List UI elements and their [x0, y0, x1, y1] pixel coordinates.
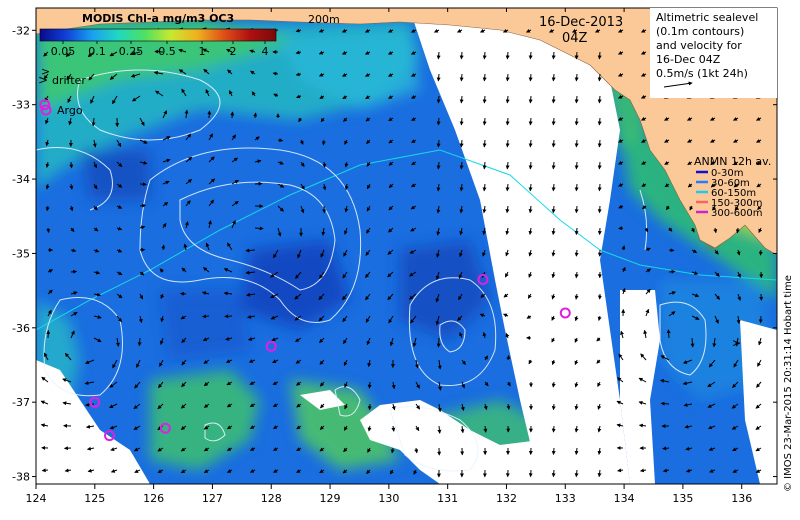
x-tick-label: 136 [731, 492, 752, 505]
drifter-chevron-icon: > [38, 73, 48, 87]
x-tick-label: 126 [143, 492, 164, 505]
colorbar-tick-label: 0.25 [119, 45, 144, 58]
altimetry-legend-line5: 0.5m/s (1kt 24h) [656, 67, 748, 80]
colorbar-title: MODIS Chl-a mg/m3 OC3 [82, 12, 234, 25]
argo-float-marker [39, 99, 51, 111]
colorbar-tick-label: 2 [230, 45, 237, 58]
y-tick-label: -38 [12, 471, 30, 484]
time-label: 04Z [562, 31, 588, 46]
argo-float-marker [89, 396, 101, 408]
y-tick-label: -36 [12, 322, 30, 335]
altimetry-legend-line4: 16-Dec 04Z [656, 53, 721, 66]
x-axis: 124 125 126 127 128 129 130 131 132 133 134 135 136 [26, 8, 752, 505]
anmn-item-label: 30-60m [711, 178, 750, 189]
y-tick-label: -37 [12, 396, 30, 409]
x-tick-label: 135 [672, 492, 693, 505]
x-tick-label: 134 [614, 492, 635, 505]
altimetry-legend-line3: and velocity for [656, 39, 742, 52]
x-tick-label: 127 [202, 492, 223, 505]
x-tick-label: 130 [378, 492, 399, 505]
colorbar-bar [39, 28, 277, 42]
drifter-marker: > [41, 65, 50, 78]
x-tick-label: 128 [261, 492, 282, 505]
drifter-legend-label: drifter [52, 74, 86, 87]
drifter-marker: > [732, 337, 741, 350]
colorbar-tick-label: 0.1 [88, 45, 106, 58]
sealevel-contours [36, 69, 707, 472]
y-tick-label: -33 [12, 99, 30, 112]
anmn-legend-title: ANMN 12h av. [694, 155, 771, 168]
date-label: 16-Dec-2013 [539, 15, 623, 30]
anmn-item-label: 150-300m [711, 198, 763, 209]
argo-legend-label: Argo [57, 104, 83, 117]
anmn-item-label: 0-30m [711, 168, 743, 179]
x-tick-label: 131 [437, 492, 458, 505]
plot-frame [35, 7, 778, 485]
argo-float-marker [265, 340, 277, 352]
y-tick-label: -32 [12, 24, 30, 37]
colorbar-tick-label: 4 [262, 45, 269, 58]
colorbar: MODIS Chl-a mg/m3 OC3 0.05 0.1 0.25 0.5 1 2 4 [39, 12, 277, 58]
credit-text: © IMOS 23-Mar-2015 20:31:14 Hobart time [783, 275, 794, 492]
argo-float-marker [477, 273, 489, 285]
anmn-item-label: 300-600m [711, 208, 763, 219]
y-axis: -32 -33 -34 -35 -36 -37 -38 [12, 24, 777, 484]
marker-legend: > drifter Argo [38, 73, 86, 117]
x-tick-label: 129 [320, 492, 341, 505]
x-tick-label: 133 [555, 492, 576, 505]
anmn-legend: ANMN 12h av. 0-30m30-60m60-150m150-300m3… [694, 155, 771, 219]
argo-float-marker [559, 307, 571, 319]
x-tick-label: 124 [26, 492, 47, 505]
argo-circle-icon [40, 104, 52, 116]
anmn-item-label: 60-150m [711, 188, 756, 199]
scale-arrow-icon [663, 81, 693, 88]
altimetry-legend: Altimetric sealevel (0.1m contours) and … [650, 8, 777, 98]
argo-float-marker [159, 422, 171, 434]
y-tick-label: -34 [12, 173, 30, 186]
altimetry-legend-line1: Altimetric sealevel [656, 11, 758, 24]
colorbar-tick-label: 0.05 [51, 45, 76, 58]
colorbar-tick-label: 1 [199, 45, 206, 58]
y-tick-label: -35 [12, 247, 30, 260]
argo-float-marker [104, 430, 116, 442]
altimetry-legend-line2: (0.1m contours) [656, 25, 744, 38]
x-tick-label: 125 [84, 492, 105, 505]
x-tick-label: 132 [496, 492, 517, 505]
colorbar-tick-label: 0.5 [158, 45, 176, 58]
argo-float-markers: >> [39, 65, 741, 442]
isobath-label: 200m [308, 13, 340, 26]
